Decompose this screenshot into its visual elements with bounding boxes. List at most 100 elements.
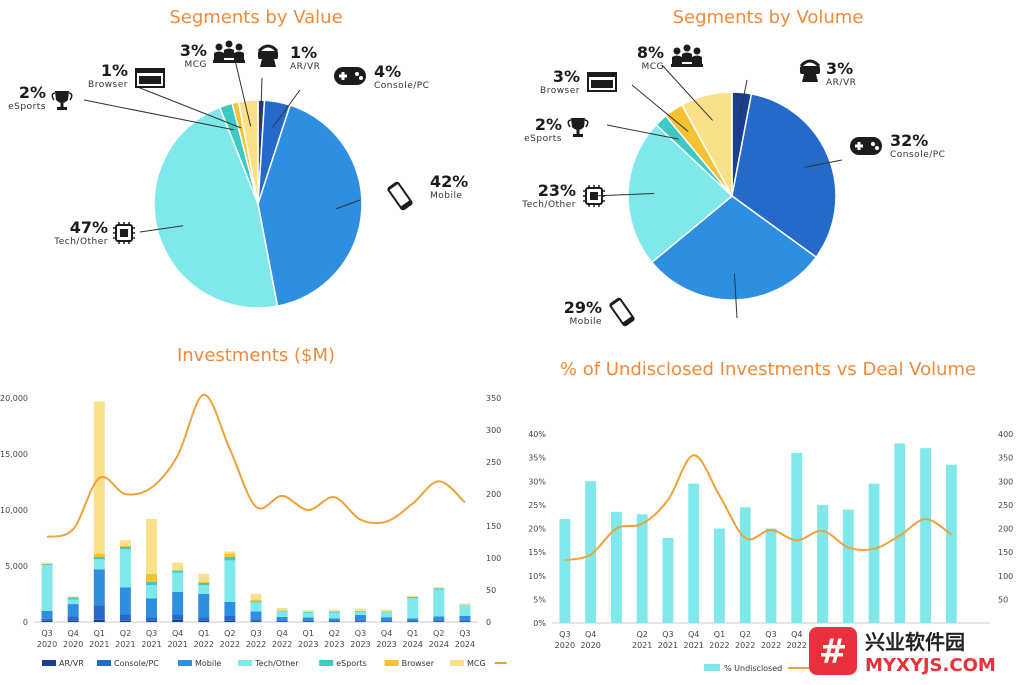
x-tick-label: Q1 — [198, 629, 209, 638]
x-tick-label: 2020 — [63, 640, 83, 649]
x-tick-label: 2020 — [580, 641, 600, 650]
x-tick-label: 2022 — [272, 640, 292, 649]
bar-esports — [198, 582, 210, 586]
x-tick-label: 2021 — [684, 641, 704, 650]
trophy-stem — [60, 103, 64, 107]
chip-icon — [583, 185, 605, 207]
x-tick-label: 2023 — [376, 640, 396, 649]
bar-esports — [250, 601, 262, 603]
x-tick-label: Q1 — [407, 629, 418, 638]
bar-console-pc — [146, 617, 158, 621]
pie-pct-label: 23% — [538, 181, 576, 200]
pie-segment-label: Browser — [540, 86, 580, 96]
pie-segment-label: Console/PC — [374, 81, 429, 91]
bar-esports — [93, 557, 105, 560]
x-tick-label: Q4 — [381, 629, 392, 638]
person-head — [693, 47, 701, 55]
bar-mobile — [459, 615, 471, 621]
pie-pct-label: 32% — [890, 131, 928, 150]
bar-browser — [119, 545, 131, 547]
x-tick-label: 2022 — [220, 640, 240, 649]
y2-tick-label: 250 — [998, 501, 1013, 510]
bar---undisclosed — [791, 452, 803, 623]
pie-segment-label: Tech/Other — [53, 237, 108, 247]
x-tick-label: 2021 — [141, 640, 161, 649]
bar-ar-vr — [119, 620, 131, 622]
bar---undisclosed — [636, 514, 648, 623]
pie-segment-label: Mobile — [569, 317, 602, 327]
bar-ar-vr — [146, 620, 158, 622]
bar-mcg — [354, 608, 366, 612]
pie-chart-volume: 3%AR/VR32%Console/PC29%Mobile23%Tech/Oth… — [521, 43, 945, 327]
bar-esports — [407, 597, 419, 599]
headset-visor — [258, 51, 278, 59]
phone-icon — [609, 297, 635, 327]
pie-segment-label: AR/VR — [826, 78, 856, 88]
y2-tick-label: 350 — [486, 394, 501, 403]
x-tick-label: 2021 — [167, 640, 187, 649]
x-tick-label: Q4 — [585, 630, 596, 639]
pie-slice-mobile — [257, 104, 363, 308]
undisclosed-chart: 0% 5% 10% 15% 20% 25% 30% 35% 40% 50 100 150 200 250 3… — [528, 430, 1013, 673]
bar-tech-other — [224, 560, 236, 602]
chip-core — [120, 229, 128, 237]
bar-tech-other — [67, 599, 79, 605]
leader-line — [335, 199, 361, 210]
bar-console-pc — [381, 620, 393, 622]
trophy-handle — [68, 92, 73, 101]
pie-segment-label: Mobile — [430, 191, 463, 201]
leader-line — [234, 59, 252, 127]
legend-swatch — [178, 660, 192, 666]
button-a — [871, 142, 875, 146]
bar-mobile — [433, 616, 445, 621]
bar-mcg — [302, 610, 314, 612]
browser-icon — [135, 68, 165, 88]
bar-mobile — [146, 598, 158, 618]
pie-chart-value: 1%AR/VR 4%Console/PC42%Mobile47%Tech/Othe… — [8, 40, 468, 309]
bar---undisclosed — [868, 483, 880, 623]
x-tick-label: Q3 — [765, 630, 776, 639]
watermark-logo: # 兴业软件园 MYXYJS.COM — [809, 627, 996, 676]
bar-mcg — [146, 518, 158, 574]
bar-mcg — [433, 587, 445, 589]
x-tick-label: 2021 — [632, 641, 652, 650]
bar-ar-vr — [276, 621, 288, 622]
volume-line — [46, 393, 466, 538]
button-b — [875, 146, 879, 150]
x-tick-label: 2021 — [115, 640, 135, 649]
y-tick-label: 20% — [528, 525, 546, 534]
people-icon — [213, 40, 245, 63]
y2-tick-label: 150 — [486, 522, 501, 531]
bar---undisclosed — [688, 483, 700, 623]
bar-ar-vr — [302, 621, 314, 622]
leader-line — [259, 77, 263, 127]
y2-tick-label: 300 — [998, 477, 1013, 486]
headset-strap — [799, 59, 821, 68]
x-tick-label: Q1 — [303, 629, 314, 638]
browser-content — [139, 76, 161, 84]
bar-tech-other — [250, 602, 262, 612]
bar---undisclosed — [662, 537, 674, 623]
headset-strap — [257, 44, 279, 53]
headset-icon — [799, 59, 821, 82]
legend-swatch — [238, 660, 253, 666]
pie-pct-label: 42% — [430, 172, 468, 191]
bar-ar-vr — [224, 620, 236, 622]
bar-browser — [224, 553, 236, 558]
pie-pct-label: 2% — [19, 83, 46, 102]
bar-tech-other — [433, 589, 445, 617]
person-body — [224, 48, 234, 58]
bar-esports — [224, 557, 236, 561]
bar-mobile — [328, 618, 340, 621]
bar-tech-other — [41, 564, 53, 611]
trophy-icon — [51, 91, 73, 110]
bar-mobile — [381, 617, 393, 621]
phone-icon — [387, 181, 413, 211]
bar---undisclosed — [894, 443, 906, 623]
x-tick-label: Q2 — [224, 629, 235, 638]
people-icon — [671, 44, 703, 67]
bar---undisclosed — [920, 448, 931, 623]
x-tick-label: 2023 — [350, 640, 370, 649]
legend-swatch — [384, 660, 399, 666]
bar-browser — [93, 553, 105, 558]
